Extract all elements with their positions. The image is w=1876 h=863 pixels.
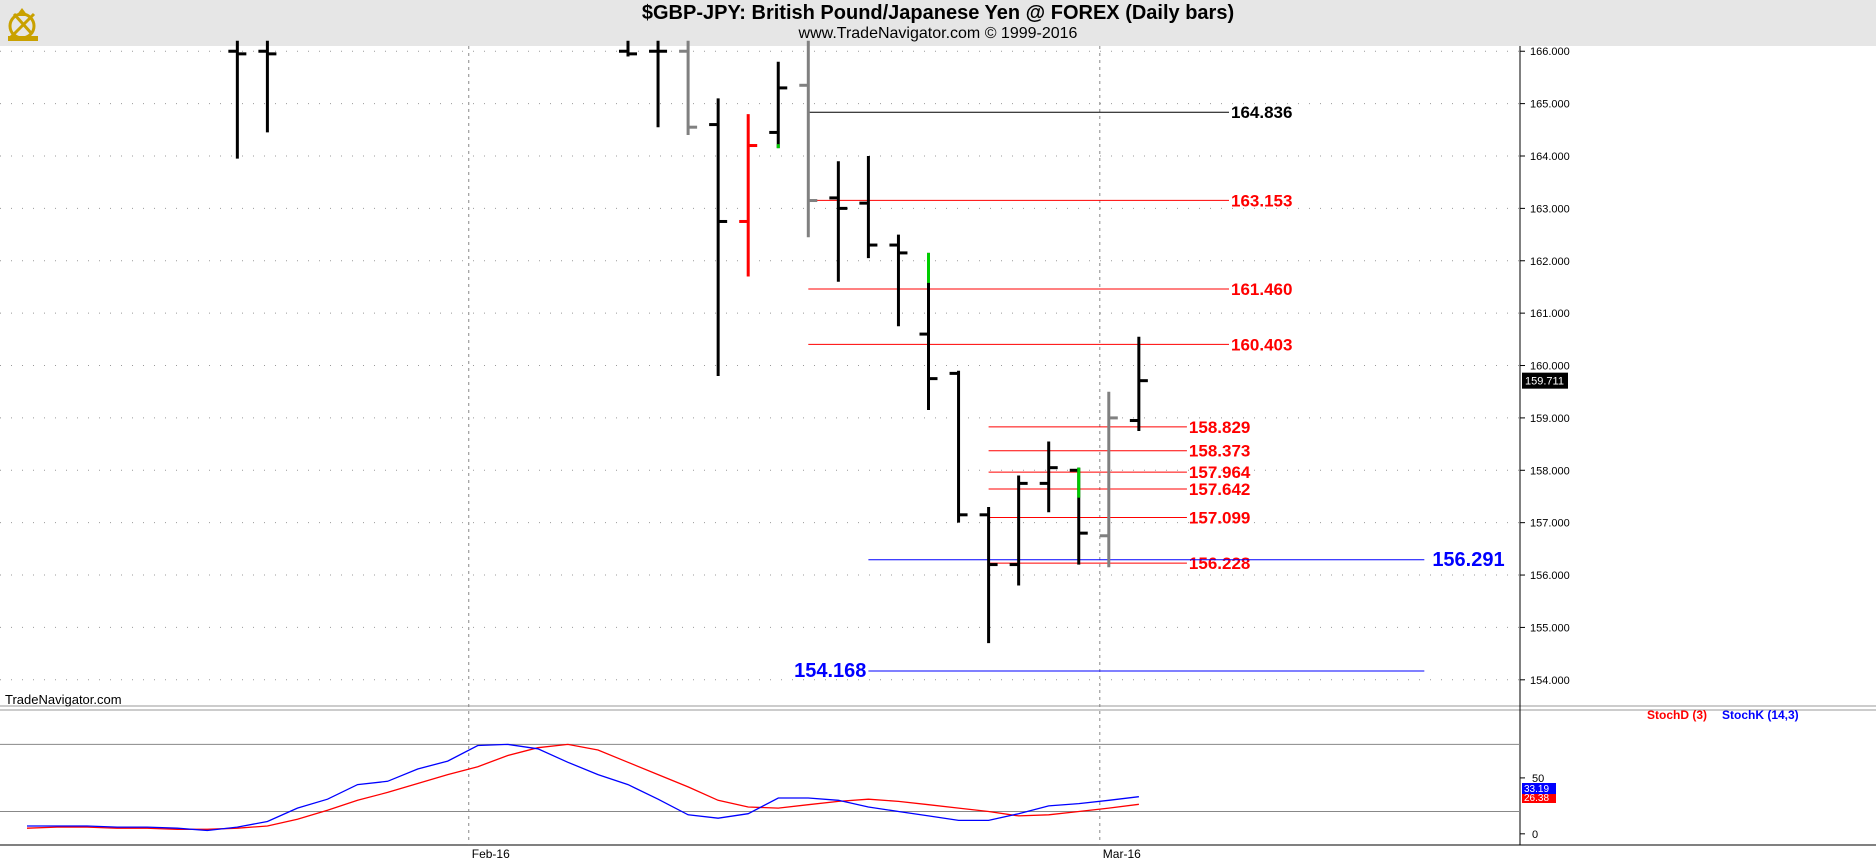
price-tick-label: 157.000 — [1530, 518, 1570, 530]
date-tick-label: Feb-16 — [472, 847, 510, 861]
stoch-series-line — [26, 743, 1139, 830]
stochd-legend: StochD (3) — [1647, 708, 1707, 722]
price-bars — [228, 40, 1148, 644]
chart-header: $GBP-JPY: British Pound/Japanese Yen @ F… — [0, 0, 1876, 46]
stoch-last-tag — [1522, 783, 1556, 794]
price-axis: 154.000 155.000 156.000 157.000 158.000 159.0… — [1520, 46, 1570, 687]
level-label: 164.836 — [1231, 103, 1292, 122]
level-label: 157.964 — [1189, 463, 1251, 482]
chart-subtitle: www.TradeNavigator.com © 1999-2016 — [798, 25, 1078, 42]
stoch-last-label: 26.38 — [1524, 793, 1549, 804]
fibonacci-levels: 164.836 163.153 161.460 160.403 158.829 158.3… — [794, 103, 1505, 682]
stoch-tick-label: 50 — [1532, 773, 1544, 785]
price-tick-label: 154.000 — [1530, 675, 1570, 687]
stoch-last-tag — [1522, 792, 1556, 803]
price-tick-label: 166.000 — [1530, 46, 1570, 58]
chart-grid — [0, 46, 1876, 846]
price-tick-label: 162.000 — [1530, 256, 1570, 268]
price-tick-label: 156.000 — [1530, 570, 1570, 582]
last-price-tag — [1522, 372, 1568, 389]
level-label: 156.228 — [1189, 554, 1250, 573]
date-axis: Feb-16 Mar-16 — [472, 847, 1141, 861]
level-label: 163.153 — [1231, 191, 1292, 210]
watermark: TradeNavigator.com — [5, 692, 122, 707]
last-price-label: 159.711 — [1525, 376, 1564, 388]
stoch-series-line — [27, 743, 1139, 832]
stoch-last-label: 33.19 — [1524, 784, 1549, 795]
level-label: 157.099 — [1189, 508, 1250, 527]
price-tick-label: 155.000 — [1530, 622, 1570, 634]
price-tick-label: 159.000 — [1530, 413, 1570, 425]
price-tick-label: 163.000 — [1530, 203, 1570, 215]
price-tick-label: 164.000 — [1530, 151, 1570, 163]
level-label: 156.291 — [1432, 549, 1504, 571]
price-tick-label: 158.000 — [1530, 465, 1570, 477]
level-label: 154.168 — [794, 660, 866, 682]
price-tick-label: 165.000 — [1530, 99, 1570, 111]
price-tick-label: 161.000 — [1530, 308, 1570, 320]
level-label: 161.460 — [1231, 280, 1292, 299]
level-label: 160.403 — [1231, 335, 1292, 354]
date-tick-label: Mar-16 — [1103, 847, 1141, 861]
level-label: 158.829 — [1189, 418, 1250, 437]
price-tick-label: 160.000 — [1530, 361, 1570, 373]
stoch-tick-label: 0 — [1532, 829, 1538, 841]
stochk-legend: StochK (14,3) — [1722, 708, 1799, 722]
trade-navigator-logo-icon[interactable] — [2, 2, 44, 44]
chart-title: $GBP-JPY: British Pound/Japanese Yen @ F… — [641, 2, 1235, 24]
level-label: 158.373 — [1189, 442, 1250, 461]
level-label: 157.642 — [1189, 480, 1250, 499]
